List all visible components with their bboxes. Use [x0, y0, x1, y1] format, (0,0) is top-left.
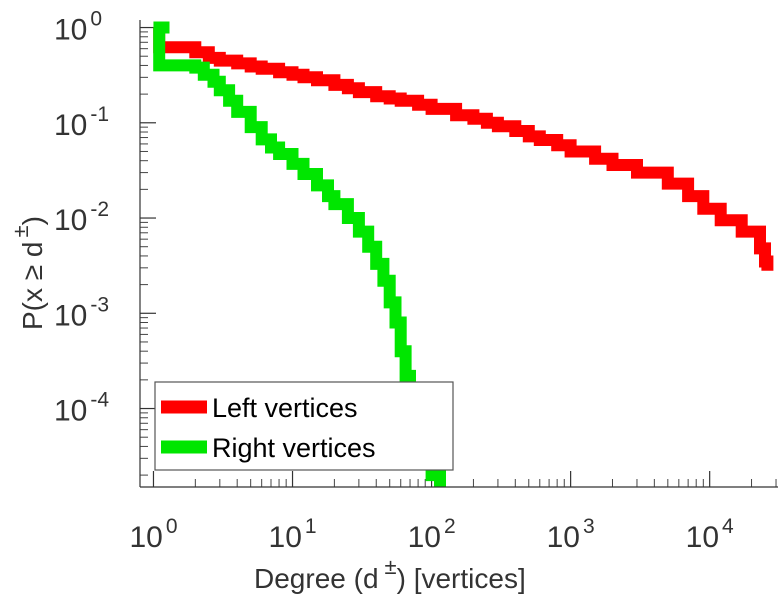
y-axis-label: P(x ≥ d±) — [8, 216, 48, 330]
legend-label-right: Right vertices — [212, 433, 376, 463]
y-tick-label: 10 0 — [54, 8, 102, 47]
legend-label-left: Left vertices — [212, 393, 358, 423]
x-tick-label: 10 2 — [408, 515, 456, 554]
y-tick-label: 10 -1 — [54, 103, 109, 142]
y-tick-label: 10 -4 — [54, 389, 109, 428]
x-tick-label: 10 4 — [686, 515, 734, 554]
x-axis-label: Degree (d ±) [vertices] — [254, 554, 526, 594]
y-tick-label: 10 -2 — [54, 198, 109, 237]
tick-labels: 10 0 10 1 10 2 10 3 10 4 10 0 10 -1 10 -2 10 -3 10 -4 — [54, 8, 734, 554]
axes-layer — [139, 20, 778, 488]
legend: Left vertices Right vertices — [154, 381, 454, 471]
series-left-vertices — [153, 21, 774, 271]
x-tick-label: 10 1 — [269, 515, 317, 554]
x-tick-label: 10 0 — [129, 515, 177, 554]
x-tick-label: 10 3 — [547, 515, 595, 554]
y-tick-label: 10 -3 — [54, 293, 109, 332]
legend-box — [154, 381, 454, 471]
minor-ticks — [140, 31, 777, 487]
